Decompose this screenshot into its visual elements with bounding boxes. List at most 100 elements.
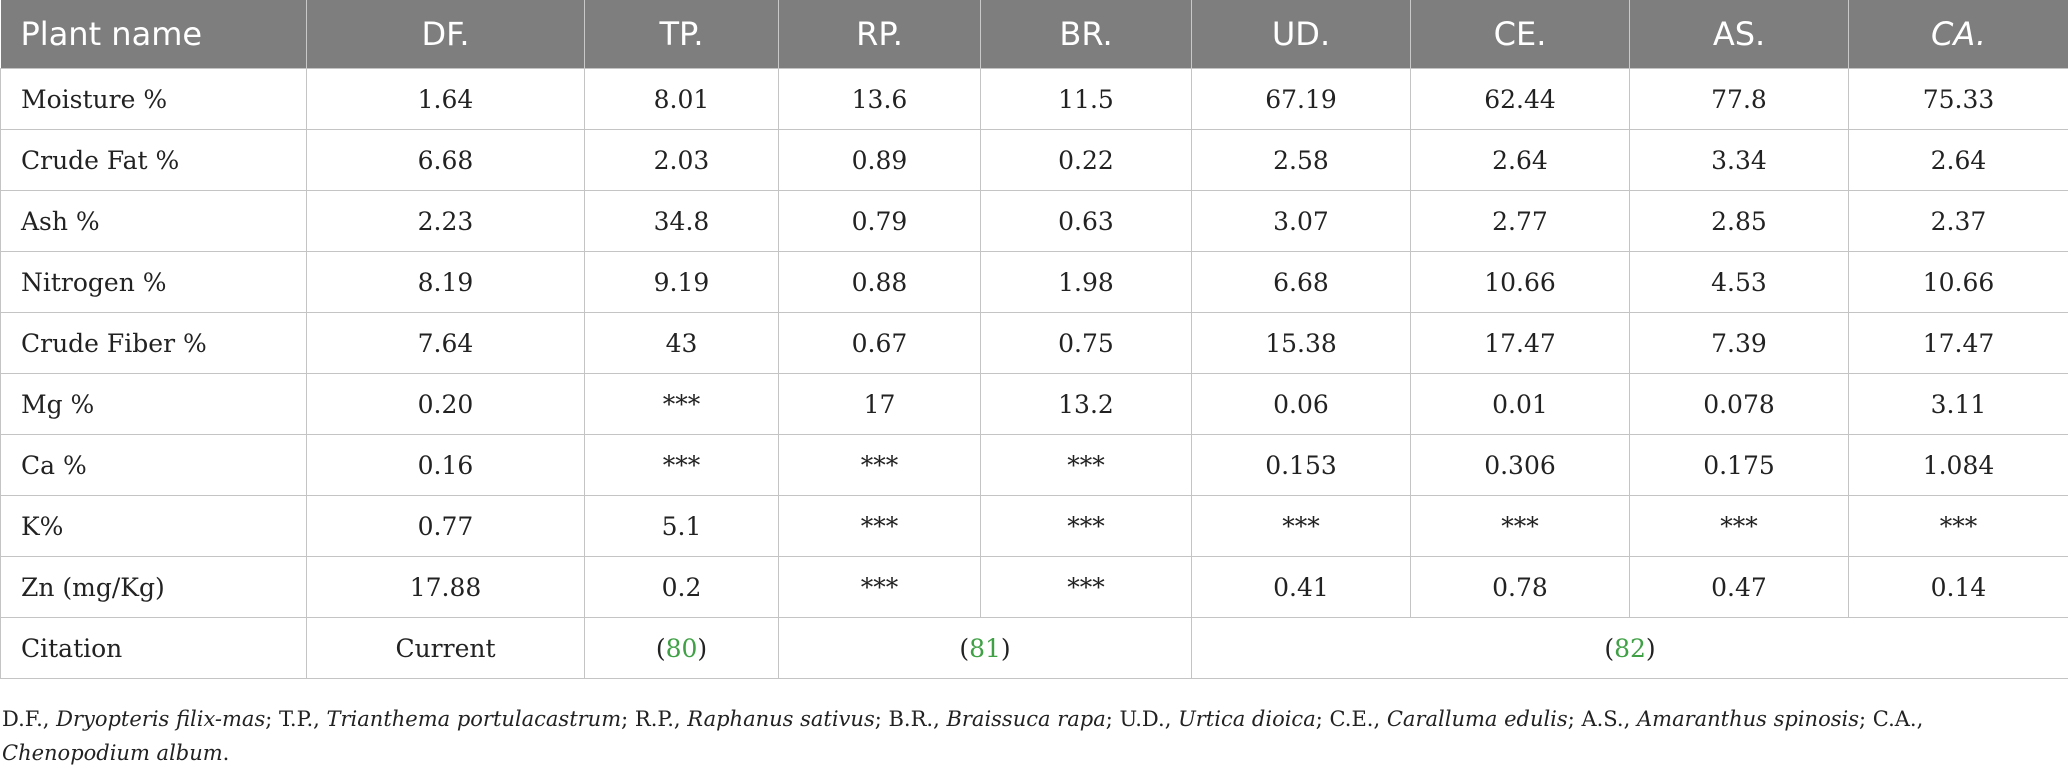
footnote-species: Trianthema portulacastrum [326,707,622,731]
cell-br: 0.63 [980,190,1192,252]
cell-ca: 17.47 [1848,312,2068,374]
table-row: Crude Fat % 6.68 2.03 0.89 0.22 2.58 2.64 3.34 2… [0,129,2068,191]
header-tp: TP. [584,0,779,69]
cell-df: 7.64 [306,312,585,374]
cell-ca: 1.084 [1848,434,2068,496]
cell-br: 13.2 [980,373,1192,435]
cell-ca: 10.66 [1848,251,2068,313]
cell-ca: 75.33 [1848,68,2068,130]
header-df: DF. [306,0,585,69]
cell-rp: 0.67 [778,312,981,374]
footnote-abbr: U.D., [1119,707,1172,731]
row-label: Crude Fat % [0,129,307,191]
citation-label: Citation [0,617,307,679]
cell-ce: 0.306 [1410,434,1630,496]
row-label: Crude Fiber % [0,312,307,374]
footnote-abbr: B.R., [888,707,940,731]
header-row: Plant name DF. TP. RP. BR. UD. CE. AS. C… [0,0,2068,69]
citation-ref-ud-ca: (82) [1191,617,2068,679]
cell-tp: 5.1 [584,495,779,557]
cell-ce: 2.77 [1410,190,1630,252]
cell-rp: *** [778,434,981,496]
footnote-abbr: R.P., [634,707,681,731]
cell-as: 3.34 [1629,129,1849,191]
cell-br: 0.75 [980,312,1192,374]
cell-tp: 34.8 [584,190,779,252]
cell-ce: 62.44 [1410,68,1630,130]
cell-as: 0.47 [1629,556,1849,618]
row-label: Nitrogen % [0,251,307,313]
cell-df: 1.64 [306,68,585,130]
cell-rp: 0.88 [778,251,981,313]
citation-current: Current [306,617,585,679]
header-rp: RP. [778,0,981,69]
cell-ud: *** [1191,495,1411,557]
table-footnote: D.F., Dryopteris filix-mas; T.P., Triant… [2,707,1924,765]
cell-df: 2.23 [306,190,585,252]
header-ud: UD. [1191,0,1411,69]
reference-link[interactable]: 80 [665,633,698,663]
citation-ref-rp-br: (81) [778,617,1192,679]
cell-rp: 13.6 [778,68,981,130]
footnote-species: Amaranthus spinosis [1636,707,1859,731]
row-label: Ca % [0,434,307,496]
cell-br: *** [980,495,1192,557]
citation-ref-tp: (80) [584,617,779,679]
footnote-species: Chenopodium album [2,741,223,765]
nutrient-composition-table: Plant name DF. TP. RP. BR. UD. CE. AS. C… [0,0,2068,679]
reference-link[interactable]: 82 [1614,633,1646,663]
cell-rp: *** [778,495,981,557]
cell-ud: 15.38 [1191,312,1411,374]
table-body: Moisture % 1.64 8.01 13.6 11.5 67.19 62.44 77.8… [0,68,2068,679]
cell-ca: 3.11 [1848,373,2068,435]
row-label: Zn (mg/Kg) [0,556,307,618]
cell-df: 8.19 [306,251,585,313]
cell-ud: 2.58 [1191,129,1411,191]
cell-as: 4.53 [1629,251,1849,313]
header-as: AS. [1629,0,1849,69]
cell-tp: 0.2 [584,556,779,618]
footnote-species: Urtica dioica [1178,707,1316,731]
row-label: Ash % [0,190,307,252]
footnote-abbr: C.A., [1872,707,1924,731]
cell-as: 0.175 [1629,434,1849,496]
cell-as: 77.8 [1629,68,1849,130]
row-label: Mg % [0,373,307,435]
cell-rp: 0.79 [778,190,981,252]
table-row: Ash % 2.23 34.8 0.79 0.63 3.07 2.77 2.85 2.37 [0,190,2068,252]
footnote-abbr: D.F., [2,707,50,731]
row-label: Moisture % [0,68,307,130]
cell-as: 2.85 [1629,190,1849,252]
cell-as: *** [1629,495,1849,557]
cell-rp: 0.89 [778,129,981,191]
row-label: K% [0,495,307,557]
cell-br: 11.5 [980,68,1192,130]
footnote-abbr: T.P., [279,707,320,731]
reference-link[interactable]: 81 [969,633,1001,663]
table-row: K% 0.77 5.1 *** *** *** *** *** *** [0,495,2068,557]
footnote-species: Caralluma edulis [1386,707,1568,731]
footnote-species: Dryopteris filix-mas [56,707,266,731]
cell-br: *** [980,434,1192,496]
cell-ud: 3.07 [1191,190,1411,252]
cell-tp: 43 [584,312,779,374]
table-container: Plant name DF. TP. RP. BR. UD. CE. AS. C… [0,0,2068,679]
cell-rp: *** [778,556,981,618]
table-row: Moisture % 1.64 8.01 13.6 11.5 67.19 62.44 77.8… [0,68,2068,130]
cell-br: 0.22 [980,129,1192,191]
cell-tp: *** [584,434,779,496]
cell-ud: 0.153 [1191,434,1411,496]
cell-as: 7.39 [1629,312,1849,374]
cell-as: 0.078 [1629,373,1849,435]
table-row: Zn (mg/Kg) 17.88 0.2 *** *** 0.41 0.78 0.47 0.14 [0,556,2068,618]
cell-ca: 2.64 [1848,129,2068,191]
cell-br: 1.98 [980,251,1192,313]
cell-tp: 9.19 [584,251,779,313]
cell-ce: 0.78 [1410,556,1630,618]
cell-ud: 6.68 [1191,251,1411,313]
cell-ca: 2.37 [1848,190,2068,252]
cell-ud: 0.06 [1191,373,1411,435]
header-plant-name: Plant name [0,0,307,69]
cell-tp: 8.01 [584,68,779,130]
cell-ud: 67.19 [1191,68,1411,130]
